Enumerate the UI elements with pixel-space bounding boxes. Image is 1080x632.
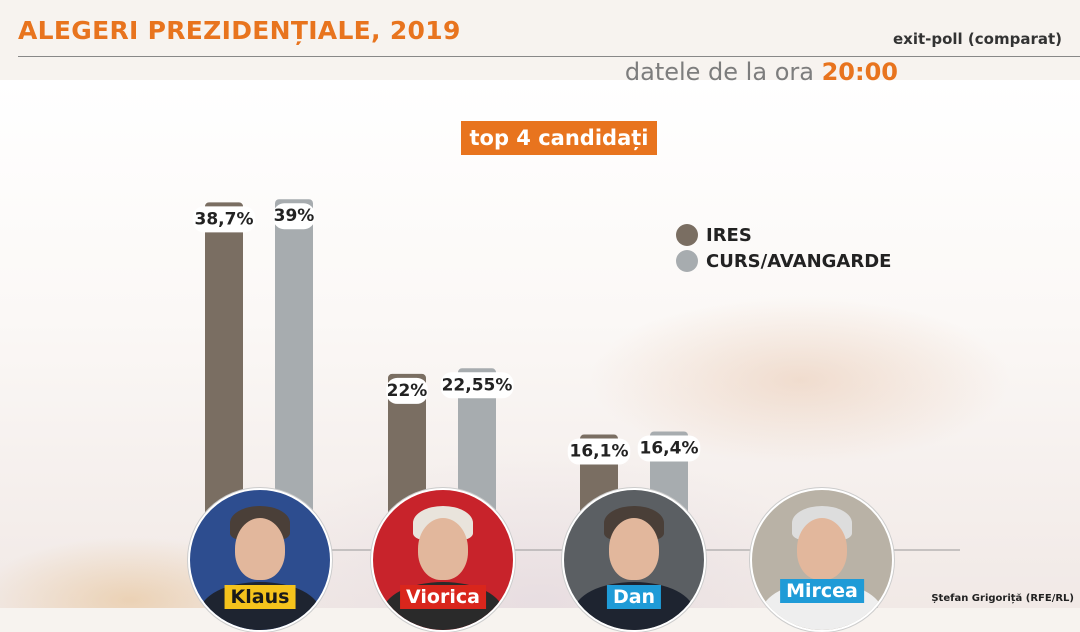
time-prefix: datele de la ora (624, 58, 814, 86)
data-label-dan-curs: 16,4% (640, 438, 699, 458)
background-photo (0, 80, 1080, 608)
candidate-name-mircea: Mircea (780, 579, 864, 603)
data-label-klaus-curs: 39% (274, 206, 315, 226)
header: ALEGERI PREZIDENȚIALE, 2019 exit-poll (c… (0, 0, 1080, 58)
data-label-bg (192, 206, 256, 233)
data-label-bg (567, 438, 631, 465)
candidate-name-viorica: Viorica (400, 585, 486, 609)
legend-swatch-ires (676, 224, 698, 246)
candidate-name-dan: Dan (606, 585, 662, 609)
portrait-face (609, 518, 659, 580)
top4-badge: top 4 candidați (461, 121, 657, 155)
data-label-viorica-ires: 22% (387, 381, 428, 401)
data-label-dan-ires: 16,1% (570, 442, 629, 462)
legend: IRES CURS/AVANGARDE (676, 222, 891, 274)
candidate-name-klaus: Klaus (224, 585, 296, 609)
photo-credit: Ștefan Grigoriță (RFE/RL) (931, 593, 1074, 604)
page-title: ALEGERI PREZIDENȚIALE, 2019 (18, 16, 461, 45)
data-label-bg (273, 203, 315, 230)
candidate-photo-dan (562, 488, 706, 632)
candidate-photo-klaus (188, 488, 332, 632)
legend-item-ires: IRES (676, 222, 891, 248)
data-label-bg (440, 372, 514, 399)
candidate-photo-viorica (371, 488, 515, 632)
portrait-face (418, 518, 468, 580)
data-label-bg (386, 377, 428, 404)
legend-label-ires: IRES (706, 224, 752, 246)
header-divider (18, 56, 1080, 57)
bar-chart: 38,7%39%22%22,55%16,1%16,4%8,2%7,9% (190, 199, 960, 608)
data-label-klaus-ires: 38,7% (195, 209, 254, 229)
legend-swatch-curs (676, 250, 698, 272)
legend-label-curs: CURS/AVANGARDE (706, 250, 892, 272)
data-label-viorica-curs: 22,55% (442, 375, 513, 395)
exit-poll-subtitle: exit-poll (comparat) (892, 30, 1062, 48)
portrait-face (797, 518, 847, 580)
data-label-bg (637, 435, 701, 462)
time-note: datele de la ora 20:00 (625, 58, 898, 86)
candidate-photo-mircea (750, 488, 894, 632)
legend-item-curs: CURS/AVANGARDE (676, 248, 891, 274)
time-value: 20:00 (821, 58, 898, 86)
portrait-face (235, 518, 285, 580)
